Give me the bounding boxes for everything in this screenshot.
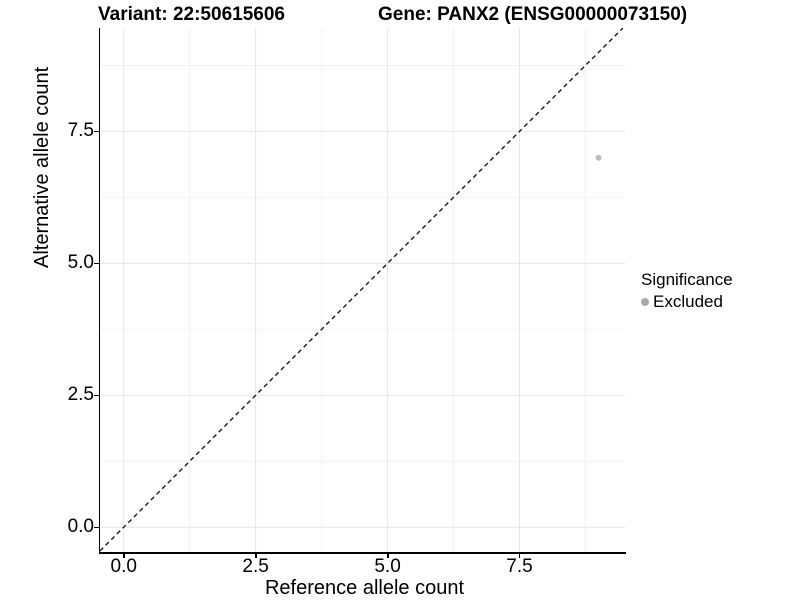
x-tick-label: 5.0 bbox=[374, 556, 401, 577]
x-tick-label: 2.5 bbox=[242, 556, 269, 577]
y-tick-mark bbox=[94, 526, 99, 529]
plot-panel bbox=[100, 28, 625, 552]
data-point bbox=[595, 154, 602, 161]
x-tick-mark bbox=[518, 553, 521, 558]
legend-title: Significance bbox=[641, 270, 733, 289]
x-tick-mark bbox=[123, 553, 125, 558]
y-tick-mark bbox=[94, 130, 99, 133]
legend-item-excluded: Excluded bbox=[641, 292, 733, 312]
y-tick-mark bbox=[94, 262, 99, 265]
identity-line bbox=[100, 28, 624, 552]
grid-svg bbox=[100, 28, 625, 552]
y-tick-label: 2.5 bbox=[67, 384, 94, 406]
legend-item-label: Excluded bbox=[653, 292, 723, 311]
x-tick-mark bbox=[387, 553, 389, 558]
y-tick-label: 0.0 bbox=[67, 516, 94, 538]
x-axis-title: Reference allele count bbox=[264, 577, 464, 599]
x-tick-label: 7.5 bbox=[506, 556, 533, 577]
legend-key-dot-icon bbox=[641, 298, 649, 306]
y-tick-mark bbox=[94, 394, 99, 397]
plot-title-gene: Gene: PANX2 (ENSG00000073150) bbox=[378, 4, 688, 25]
y-tick-label: 5.0 bbox=[67, 252, 94, 274]
y-axis-line bbox=[98, 28, 100, 553]
plot-title-variant: Variant: 22:50615606 bbox=[98, 4, 285, 25]
x-tick-mark bbox=[255, 553, 257, 558]
legend: Significance Excluded bbox=[641, 269, 733, 312]
x-tick-label: 0.0 bbox=[110, 556, 137, 577]
x-axis-line bbox=[98, 552, 626, 554]
y-tick-label: 7.5 bbox=[67, 120, 94, 142]
